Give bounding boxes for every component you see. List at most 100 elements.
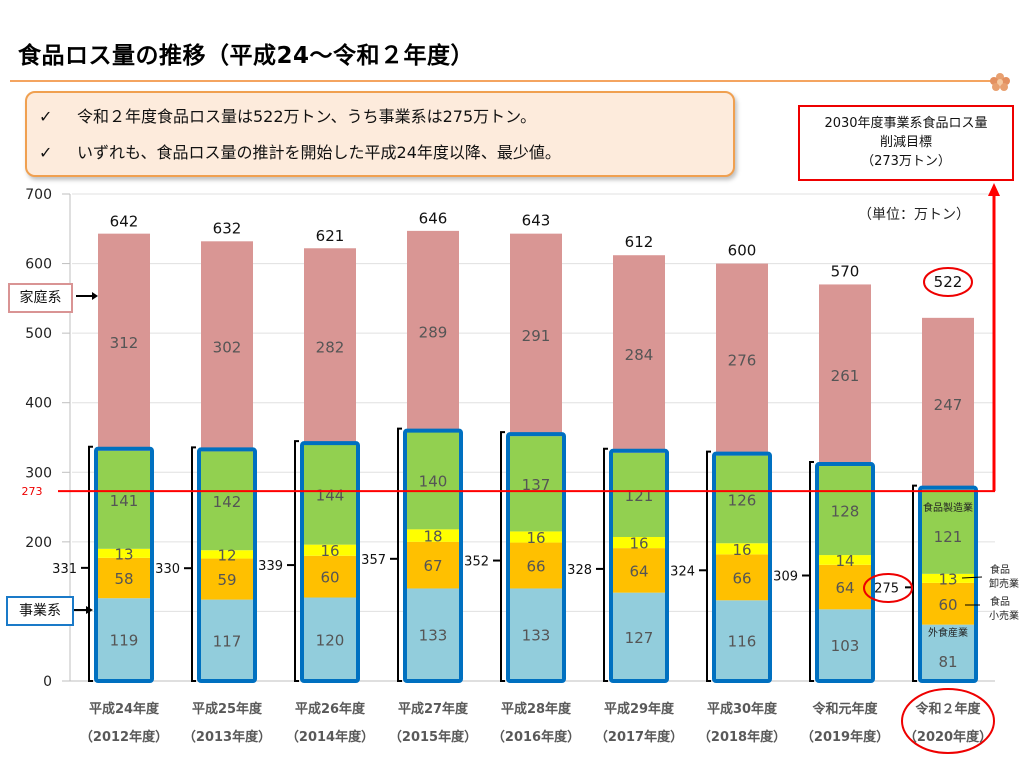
x-category-sublabel: （2017年度）: [594, 730, 684, 745]
segment-value-label: 133: [522, 627, 551, 645]
bar-segment-foodservice: [407, 588, 459, 681]
bar-segment-wholesale: [98, 548, 150, 558]
segment-value-label: 140: [419, 473, 448, 491]
business-total-label: 352: [464, 555, 489, 570]
highlight-circle-total: [923, 267, 973, 297]
total-value-label: 612: [625, 233, 654, 251]
bar-segment-wholesale: [304, 544, 356, 556]
bar-segment-manufacturing: [716, 455, 768, 544]
bar-segment-manufacturing: [819, 466, 871, 556]
bar-segment-wholesale: [716, 543, 768, 555]
business-total-label: 357: [361, 553, 386, 568]
bar-segment-household: [510, 233, 562, 437]
segment-value-label: 126: [728, 491, 757, 509]
segment-name-wholesale: 卸売業: [989, 577, 1019, 590]
household-label: 家庭系: [8, 283, 73, 313]
bar-segment-wholesale: [819, 555, 871, 565]
bar-segment-household: [304, 248, 356, 445]
bar-segment-manufacturing: [304, 444, 356, 545]
business-outline: [403, 428, 463, 683]
bar-segment-household: [201, 241, 253, 452]
x-category-label: 平成27年度: [397, 702, 469, 717]
business-bracket: [912, 484, 917, 682]
segment-value-label: 59: [217, 571, 236, 589]
unit-label: （単位：万トン）: [858, 207, 970, 223]
x-category-label: 平成25年度: [191, 702, 263, 717]
segment-value-label: 16: [320, 542, 339, 560]
segment-value-label: 16: [526, 529, 545, 547]
segment-value-label: 13: [938, 570, 957, 588]
segment-value-label: 64: [629, 562, 648, 580]
segment-value-label: 141: [110, 492, 139, 510]
segment-value-label: 282: [316, 338, 345, 356]
bar-segment-retail: [819, 564, 871, 610]
total-value-label: 570: [831, 262, 860, 280]
bar-segment-household: [716, 263, 768, 456]
business-total-label: 330: [155, 562, 180, 577]
x-category-label: 平成30年度: [706, 702, 778, 717]
highlight-circle-category: [901, 688, 995, 754]
target-line-label: 273: [22, 485, 43, 498]
bar-segment-retail: [510, 542, 562, 589]
business-bracket: [397, 427, 402, 682]
business-arrow-head: [86, 606, 93, 614]
bar-segment-retail: [304, 555, 356, 598]
bar-segment-manufacturing: [201, 451, 253, 551]
bar-segment-foodservice: [304, 597, 356, 681]
total-value-label: 600: [728, 242, 757, 260]
total-value-label: 642: [110, 212, 139, 230]
x-category-label: 平成28年度: [500, 702, 572, 717]
business-bracket: [603, 447, 608, 682]
segment-value-label: 64: [835, 579, 854, 597]
bar-segment-wholesale: [510, 531, 562, 543]
bar-segment-wholesale: [201, 550, 253, 559]
x-category-sublabel: （2016年度）: [491, 730, 581, 745]
target-subtitle: 削減目標: [879, 135, 932, 150]
business-bracket: [88, 445, 93, 682]
bar-segment-foodservice: [613, 592, 665, 681]
total-value-label: 621: [316, 227, 345, 245]
bar-segment-household: [407, 230, 459, 432]
segment-value-label: 121: [625, 487, 654, 505]
segment-value-label: 247: [934, 396, 963, 414]
bar-segment-manufacturing: [613, 452, 665, 537]
business-total-label: 328: [567, 563, 592, 578]
segment-value-label: 60: [938, 596, 957, 614]
business-outline: [609, 448, 669, 684]
reduction-target-box: 2030年度事業系食品ロス量 削減目標 （273万トン）: [798, 105, 1014, 181]
business-outline: [712, 451, 772, 683]
total-value-label: 646: [419, 210, 448, 228]
check-icon: ✓: [39, 143, 53, 162]
x-category-sublabel: （2012年度）: [79, 730, 169, 745]
segment-value-label: 81: [938, 653, 957, 671]
bar-segment-manufacturing: [510, 436, 562, 532]
bar-segment-manufacturing: [407, 431, 459, 530]
segment-value-label: 291: [522, 327, 551, 345]
business-bracket: [809, 461, 814, 682]
segment-value-label: 284: [625, 346, 654, 364]
bar-segment-household: [819, 284, 871, 467]
segment-value-label: 67: [423, 557, 442, 575]
bar-segment-retail: [613, 548, 665, 593]
y-tick-label: 0: [43, 674, 52, 690]
business-bracket: [294, 440, 299, 682]
bar-segment-wholesale: [407, 529, 459, 542]
business-bracket: [706, 450, 711, 682]
segment-value-label: 312: [110, 334, 139, 352]
bar-segment-retail: [922, 582, 974, 625]
bar-segment-retail: [407, 541, 459, 589]
bar-segment-retail: [716, 554, 768, 601]
check-icon: ✓: [39, 107, 53, 126]
y-tick-label: 600: [25, 257, 52, 273]
bar-segment-foodservice: [716, 600, 768, 681]
segment-value-label: 66: [732, 569, 751, 587]
segment-name-retail: 小売業: [989, 609, 1019, 622]
business-total-label: 309: [773, 570, 798, 585]
business-total-label: 339: [258, 559, 283, 574]
x-category-sublabel: （2013年度）: [182, 730, 272, 745]
highlight-circle-business: [863, 573, 913, 603]
segment-value-label: 261: [831, 367, 860, 385]
summary-line: ✓ 令和２年度食品ロス量は522万トン、うち事業系は275万トン。: [39, 99, 721, 135]
segment-name-retail: 食品: [990, 595, 1010, 608]
